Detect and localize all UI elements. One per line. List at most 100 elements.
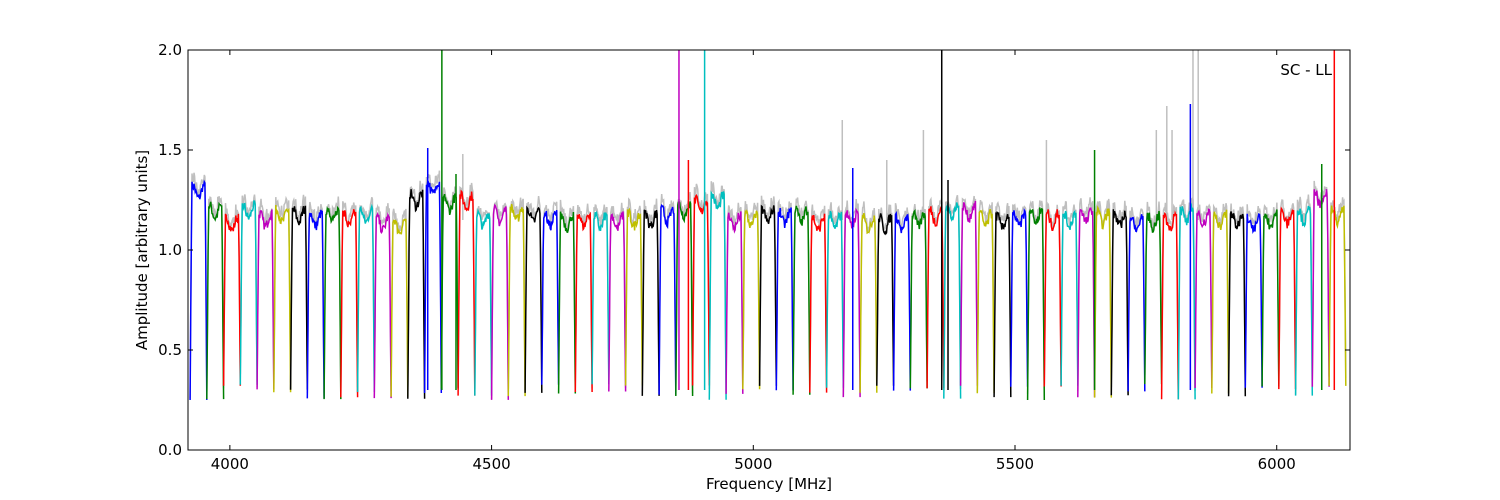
band-series-line [976, 208, 995, 394]
raw-band-line [1294, 194, 1314, 395]
raw-band-line [859, 201, 878, 393]
band-series-line [541, 210, 560, 385]
raw-band-line [1211, 203, 1230, 385]
y-axis-title: Amplitude [arbitrary units] [133, 150, 151, 350]
y-tick-label: 1.0 [158, 241, 182, 259]
band-series-line [524, 205, 543, 393]
x-axis-title: Frequency [MHz] [706, 475, 832, 493]
raw-band-line [306, 201, 325, 396]
x-tick-label: 4500 [472, 455, 510, 473]
band-series-line [825, 210, 845, 388]
band-series-line [1144, 210, 1163, 385]
raw-band-line [524, 196, 543, 391]
raw-band-line [373, 203, 392, 391]
band-series-line [993, 210, 1012, 398]
band-series-line [474, 208, 493, 396]
raw-band-line [641, 198, 660, 393]
x-tick-label: 5000 [734, 455, 772, 473]
raw-band-line [1127, 207, 1146, 386]
raw-band-line [1093, 198, 1113, 387]
raw-band-line [892, 203, 912, 389]
band-series-line [641, 209, 660, 396]
band-series-line [1177, 202, 1196, 400]
raw-band-line [725, 202, 744, 391]
raw-band-line [842, 198, 861, 397]
band-series-line [624, 207, 644, 386]
band-series-line [273, 205, 292, 393]
band-series-line [708, 190, 727, 400]
band-series-line [591, 210, 610, 385]
band-series-line [557, 211, 577, 394]
raw-band-line [189, 172, 208, 399]
band-series-line [457, 189, 476, 396]
raw-band-line [557, 199, 577, 389]
y-tick-label: 0.0 [158, 441, 182, 459]
band-series-line [1328, 205, 1347, 386]
raw-band-line [1311, 180, 1330, 380]
band-series-line [943, 202, 962, 399]
band-series-line [1311, 189, 1330, 387]
band-series-line [289, 205, 309, 390]
band-series-line [222, 213, 242, 386]
raw-band-line [222, 203, 242, 379]
raw-band-line [608, 202, 627, 389]
band-series-line [1127, 214, 1146, 392]
raw-band-line [1278, 199, 1297, 390]
band-series-line [1294, 205, 1314, 396]
band-series-line [390, 218, 409, 397]
band-series-line [306, 209, 325, 399]
raw-band-line [1110, 200, 1129, 396]
band-series-line [206, 201, 225, 400]
band-series-line [725, 211, 744, 394]
y-tick-label: 2.0 [158, 41, 182, 59]
raw-band-line [959, 195, 979, 384]
band-series-line [758, 204, 778, 386]
band-series-line [876, 213, 895, 386]
band-series-line [574, 211, 593, 393]
y-tick-label: 0.5 [158, 341, 182, 359]
band-series-line [792, 205, 811, 395]
raw-band-line [993, 201, 1012, 393]
band-series-line [1211, 209, 1230, 394]
y-tick-label: 1.5 [158, 141, 182, 159]
band-series-line [859, 212, 878, 393]
band-series-line [775, 207, 794, 391]
band-series-line [1244, 212, 1263, 388]
raw-band-line [1227, 203, 1247, 394]
band-series-line [1093, 205, 1113, 398]
band-series-line [340, 209, 359, 398]
band-series-line [356, 203, 376, 393]
band-series-line [1026, 207, 1046, 401]
band-series-line [1227, 211, 1247, 397]
band-series-line [742, 209, 761, 390]
band-series-line [256, 209, 275, 390]
band-series-line [1110, 209, 1129, 396]
spike-layer [426, 50, 1336, 390]
x-tick-label: 4000 [211, 455, 249, 473]
band-series-line [691, 193, 711, 386]
band-series-line [1261, 209, 1280, 387]
band-series-line [323, 205, 342, 400]
band-series-line [892, 210, 912, 391]
raw-band-line [356, 196, 376, 388]
band-series-line [1060, 209, 1079, 386]
x-axis: 4000 4500 5000 5500 6000 [211, 50, 1296, 473]
band-series-line [658, 203, 677, 395]
band-series-line [490, 203, 510, 400]
band-series-line [507, 203, 526, 397]
band-series-line [909, 208, 928, 389]
band-series-line [373, 211, 392, 399]
band-series-line [239, 200, 258, 385]
band-series-line [1160, 210, 1180, 400]
band-series-line [608, 211, 627, 392]
raw-band-line [943, 194, 962, 391]
band-series-line [407, 189, 426, 399]
y-axis: 0.0 0.5 1.0 1.5 2.0 [158, 41, 1350, 459]
band-series-line [1043, 209, 1062, 387]
raw-band-line [390, 208, 409, 387]
band-series-layer [189, 179, 1347, 401]
annotation-label: SC - LL [1280, 61, 1332, 79]
x-tick-label: 5500 [996, 455, 1034, 473]
